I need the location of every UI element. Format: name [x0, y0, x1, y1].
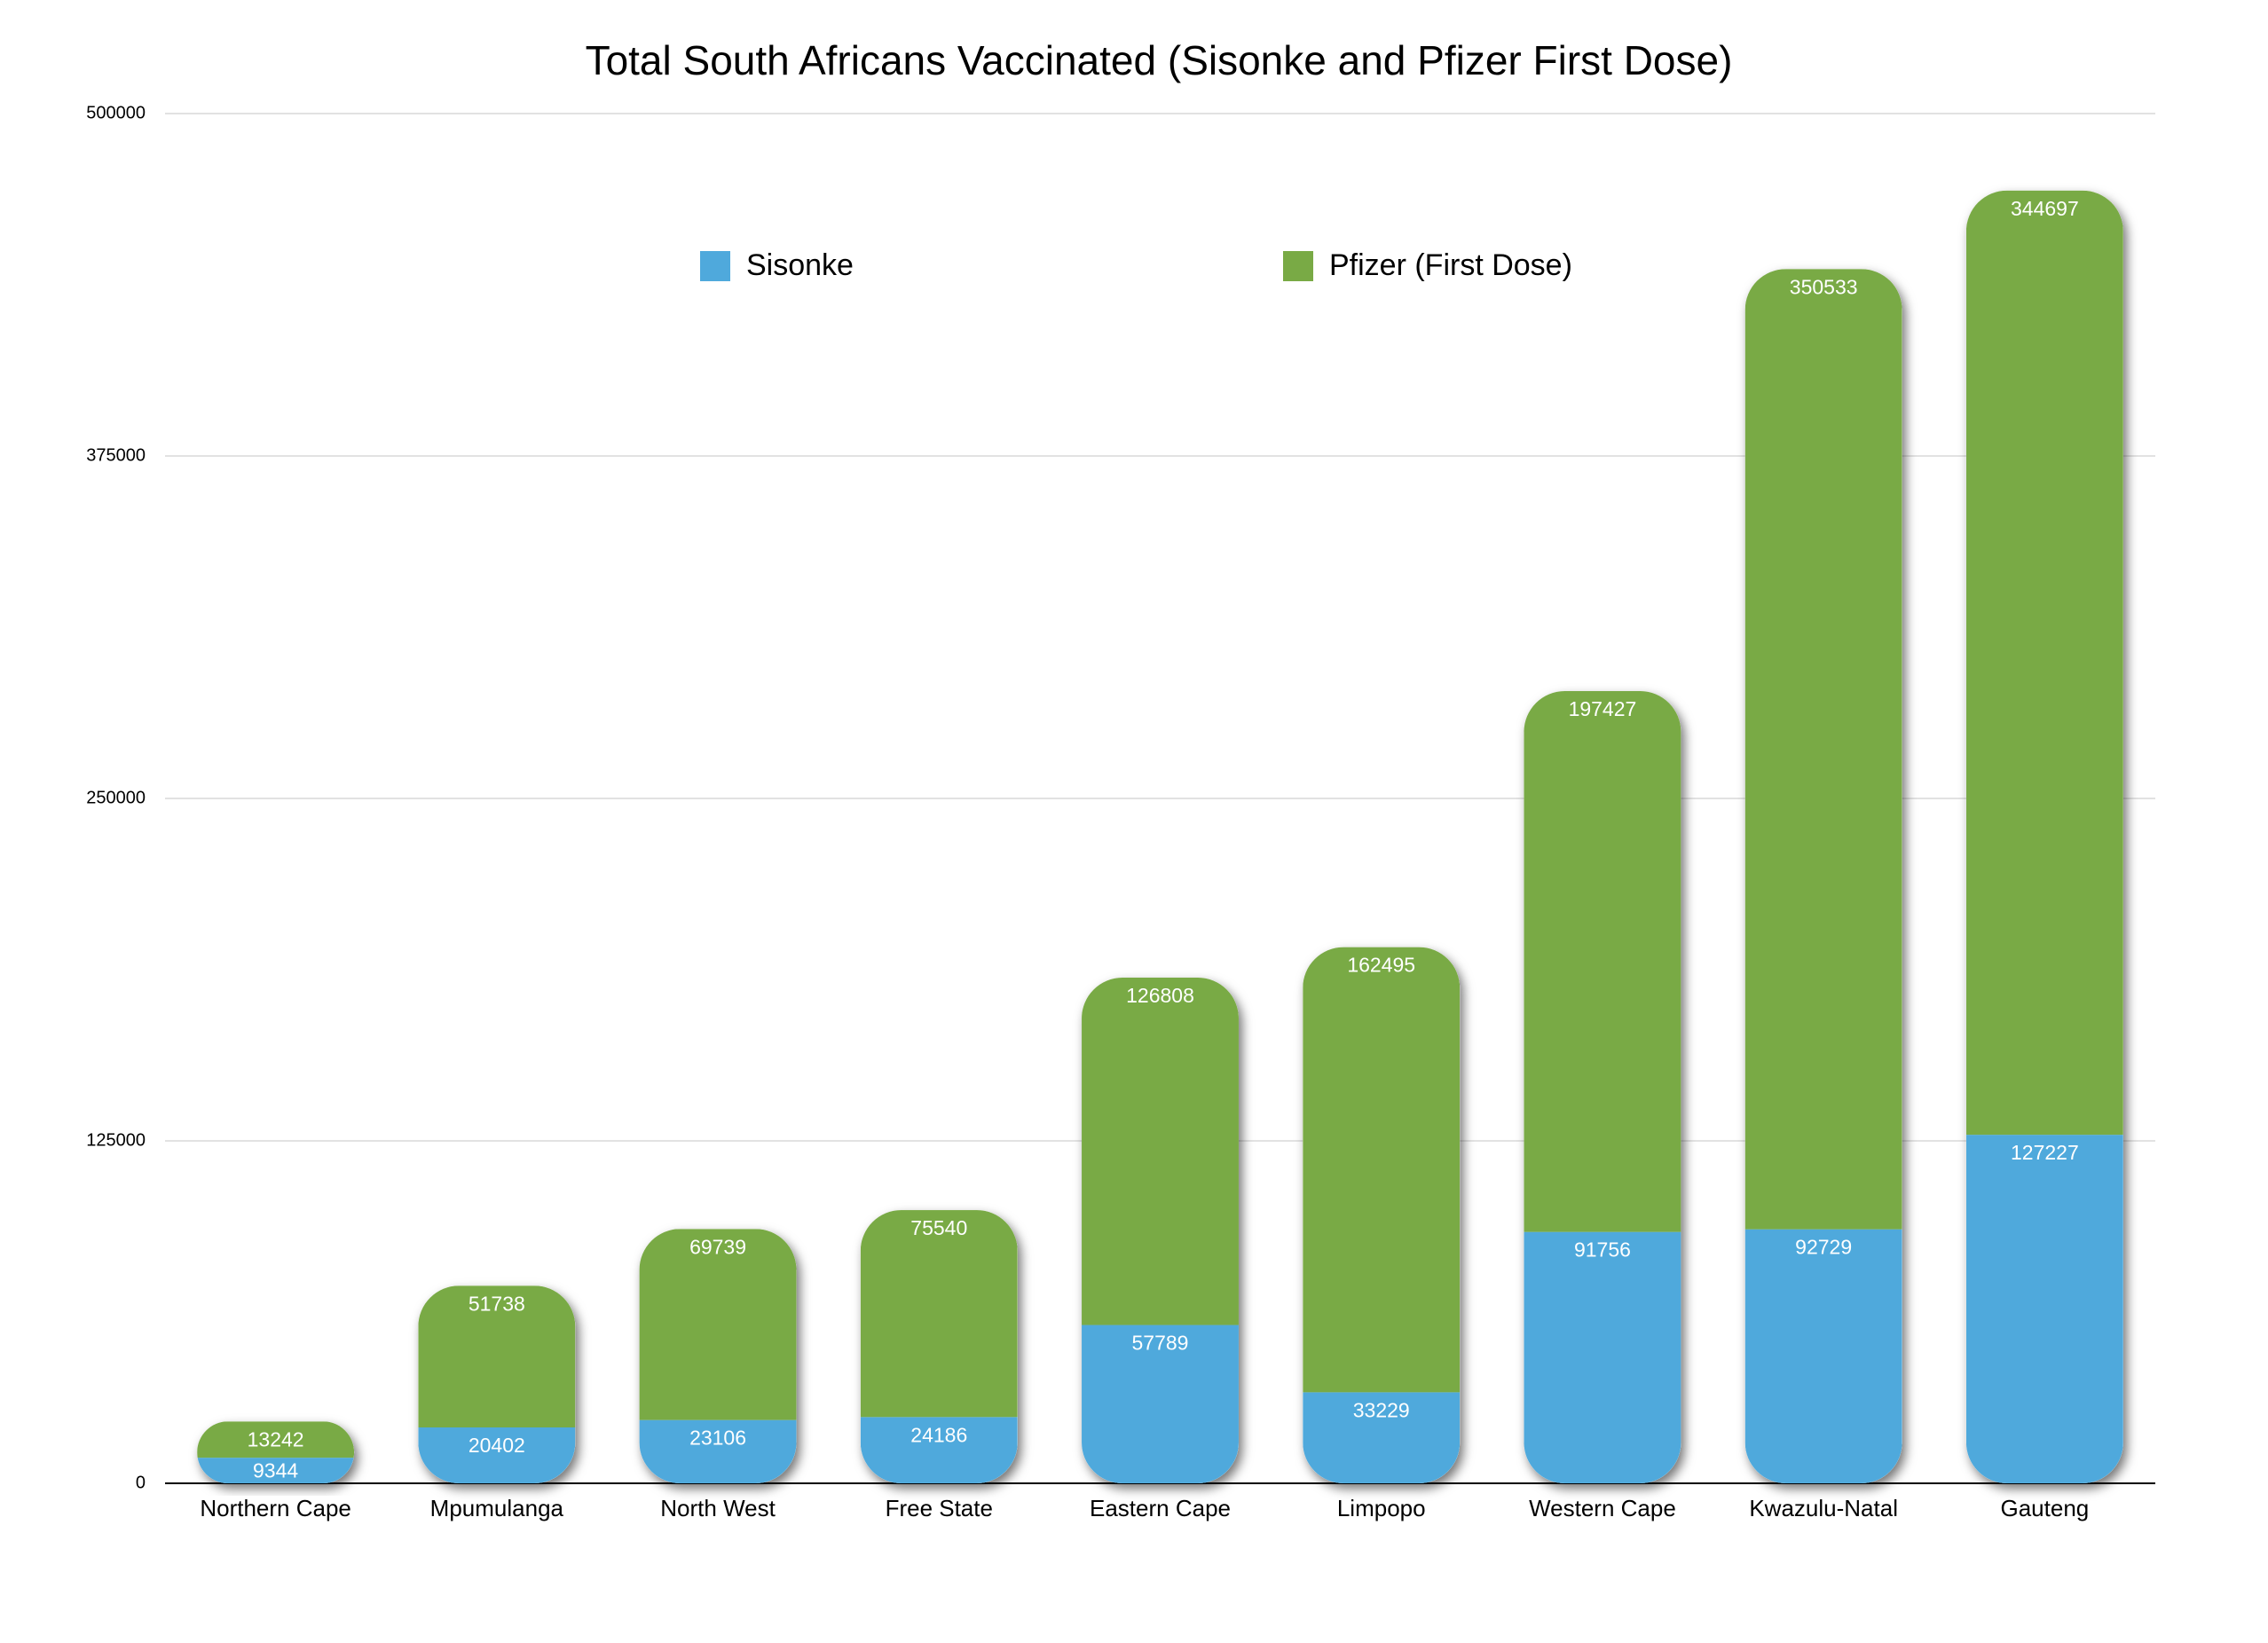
- value-label: 57789: [1132, 1332, 1189, 1355]
- value-label: 92729: [1795, 1236, 1852, 1259]
- value-label: 9344: [253, 1459, 298, 1482]
- x-tick-label: Kwazulu-Natal: [1749, 1495, 1898, 1521]
- bar-group: [1744, 269, 1902, 1483]
- bar-segment: [639, 1419, 797, 1483]
- bar-segment: [1744, 269, 1902, 1230]
- bar-segment: [860, 1210, 1018, 1418]
- bar-group: [1082, 977, 1239, 1483]
- value-label: 13242: [248, 1427, 304, 1450]
- value-label: 127227: [2011, 1141, 2079, 1164]
- y-tick-label: 0: [136, 1473, 146, 1492]
- bar-group: [1303, 947, 1461, 1483]
- value-label: 20402: [469, 1434, 525, 1457]
- bar-segment: [418, 1427, 576, 1483]
- bar-group: [860, 1210, 1018, 1483]
- bar-segment: [860, 1417, 1018, 1483]
- bar-segment: [1303, 947, 1461, 1393]
- bar-segment: [1082, 1325, 1239, 1483]
- bar-group: [1965, 190, 2123, 1483]
- x-tick-label: North West: [660, 1495, 776, 1521]
- value-label: 24186: [910, 1423, 967, 1446]
- legend-swatch: [700, 251, 730, 281]
- chart-title: Total South Africans Vaccinated (Sisonke…: [586, 37, 1733, 83]
- bar-segment: [639, 1229, 797, 1420]
- value-label: 197427: [1569, 697, 1637, 720]
- y-tick-label: 500000: [86, 103, 146, 122]
- bar-segment: [418, 1285, 576, 1427]
- bar-segment: [1965, 190, 2123, 1136]
- x-tick-label: Mpumulanga: [430, 1495, 564, 1521]
- value-label: 23106: [689, 1427, 746, 1450]
- bar-segment: [1082, 977, 1239, 1325]
- value-label: 33229: [1353, 1398, 1410, 1421]
- value-label: 75540: [910, 1216, 967, 1239]
- x-tick-label: Eastern Cape: [1090, 1495, 1231, 1521]
- bar-segment: [197, 1421, 355, 1458]
- legend-swatch: [1283, 251, 1313, 281]
- x-tick-label: Free State: [886, 1495, 993, 1521]
- bar-group: [197, 1421, 355, 1483]
- value-label: 126808: [1126, 984, 1194, 1007]
- bar-group: [639, 1229, 797, 1483]
- bar-segment: [1524, 691, 1681, 1232]
- bar-segment: [1303, 1392, 1461, 1483]
- bar-segment: [1524, 1231, 1681, 1483]
- bar-segment: [197, 1458, 355, 1483]
- value-label: 91756: [1574, 1238, 1631, 1262]
- y-tick-label: 250000: [86, 788, 146, 807]
- bar-group: [418, 1285, 576, 1483]
- y-tick-label: 125000: [86, 1130, 146, 1150]
- legend-label: Pfizer (First Dose): [1329, 248, 1572, 282]
- bar-group: [1524, 691, 1681, 1483]
- x-tick-label: Gauteng: [2001, 1495, 2090, 1521]
- y-tick-label: 375000: [86, 445, 146, 465]
- value-label: 350533: [1790, 275, 1858, 298]
- value-label: 344697: [2011, 197, 2079, 220]
- x-tick-label: Limpopo: [1337, 1495, 1426, 1521]
- x-tick-label: Western Cape: [1529, 1495, 1676, 1521]
- value-label: 51738: [469, 1292, 525, 1315]
- bar-segment: [1744, 1229, 1902, 1483]
- bar-segment: [1965, 1135, 2123, 1483]
- legend-label: Sisonke: [746, 248, 854, 282]
- x-tick-label: Northern Cape: [200, 1495, 351, 1521]
- value-label: 162495: [1347, 954, 1415, 977]
- value-label: 69739: [689, 1235, 746, 1258]
